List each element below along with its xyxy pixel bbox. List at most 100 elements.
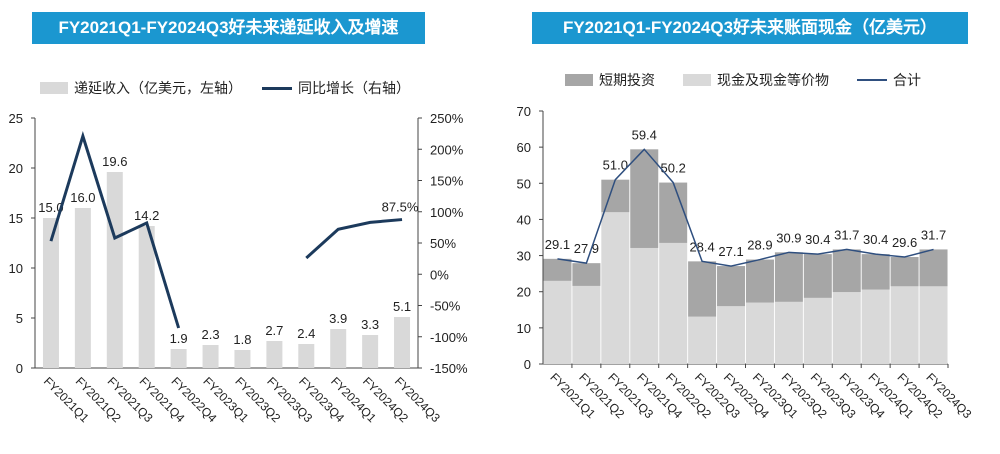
growth-data-label: 87.5% — [382, 200, 419, 215]
bar-short-term-investment — [630, 149, 659, 248]
bar-data-label: 3.3 — [361, 317, 379, 332]
bar-data-label: 1.9 — [170, 331, 188, 346]
bar-cash — [659, 242, 688, 364]
bar-deferred-revenue — [362, 335, 379, 368]
y-tick-label: 20 — [517, 285, 531, 300]
bar-cash — [832, 292, 861, 364]
bar-deferred-revenue — [138, 226, 155, 368]
y2-tick-label: -50% — [430, 299, 461, 314]
y-tick-label: 10 — [517, 321, 531, 336]
total-data-label: 30.9 — [776, 230, 801, 245]
line-yoy-growth — [49, 131, 181, 329]
legend-swatch-cash — [683, 74, 711, 86]
y-tick-label: 60 — [517, 140, 531, 155]
y-tick-label: 50 — [517, 176, 531, 191]
total-data-label: 28.4 — [689, 239, 714, 254]
bar-cash — [543, 280, 572, 364]
total-data-label: 29.6 — [892, 235, 917, 250]
bar-cash — [803, 297, 832, 364]
legend-swatch-deferred-revenue — [40, 82, 68, 94]
bar-cash — [861, 289, 890, 364]
total-data-label: 59.4 — [632, 127, 657, 142]
y2-tick-label: 50% — [430, 236, 456, 251]
y2-tick-label: 0% — [430, 267, 449, 282]
legend-label-short-term-investment: 短期投资 — [599, 72, 655, 88]
bar-short-term-investment — [890, 257, 919, 287]
bar-short-term-investment — [803, 254, 832, 298]
total-data-label: 31.7 — [921, 227, 946, 242]
line-yoy-growth — [305, 218, 403, 260]
y2-tick-label: -150% — [430, 361, 468, 376]
bar-deferred-revenue — [74, 208, 91, 368]
legend-label-deferred-revenue: 递延收入（亿美元，左轴） — [74, 80, 242, 96]
y2-tick-label: 100% — [430, 205, 464, 220]
left-chart-title: FY2021Q1-FY2024Q3好未来递延收入及增速 — [32, 12, 425, 44]
y-tick-label: 15 — [9, 211, 23, 226]
y-tick-label: 0 — [16, 361, 23, 376]
bar-short-term-investment — [688, 261, 717, 317]
bar-data-label: 2.4 — [297, 326, 315, 341]
bar-data-label: 2.3 — [202, 327, 220, 342]
bar-data-label: 15.0 — [38, 200, 63, 215]
bar-short-term-investment — [861, 254, 890, 290]
bar-deferred-revenue — [234, 350, 251, 368]
total-data-label: 51.0 — [603, 158, 628, 173]
bar-short-term-investment — [543, 258, 572, 281]
bar-deferred-revenue — [266, 341, 283, 368]
total-data-label: 30.4 — [863, 232, 888, 247]
total-data-label: 29.1 — [545, 237, 570, 252]
bar-deferred-revenue — [330, 329, 347, 368]
right-legend: 短期投资 现金及现金等价物 合计 — [565, 70, 921, 90]
bar-cash — [745, 302, 774, 364]
right-chart-title: FY2021Q1-FY2024Q3好未来账面现金（亿美元） — [532, 12, 968, 44]
bar-data-label: 19.6 — [102, 154, 127, 169]
legend-label-yoy-growth: 同比增长（右轴） — [298, 80, 410, 96]
bar-deferred-revenue — [170, 349, 187, 368]
bar-data-label: 1.8 — [233, 332, 251, 347]
y2-tick-label: 250% — [430, 111, 464, 126]
y-tick-label: 40 — [517, 212, 531, 227]
y-tick-label: 10 — [9, 261, 23, 276]
total-data-label: 30.4 — [805, 232, 830, 247]
total-data-label: 31.7 — [834, 227, 859, 242]
total-data-label: 50.2 — [661, 161, 686, 176]
bar-cash — [717, 306, 746, 364]
bar-cash — [688, 316, 717, 364]
bar-short-term-investment — [919, 249, 948, 287]
total-data-label: 27.9 — [574, 241, 599, 256]
total-data-label: 27.1 — [718, 244, 743, 259]
legend-swatch-total — [857, 79, 887, 81]
bar-deferred-revenue — [106, 172, 123, 368]
bar-short-term-investment — [832, 249, 861, 293]
left-legend: 递延收入（亿美元，左轴） 同比增长（右轴） — [40, 78, 410, 98]
line-total — [557, 148, 934, 267]
bar-cash — [630, 247, 659, 364]
bar-short-term-investment — [659, 182, 688, 243]
bar-cash — [601, 212, 630, 364]
bar-short-term-investment — [572, 263, 601, 286]
total-data-label: 28.9 — [747, 238, 772, 253]
bar-short-term-investment — [717, 266, 746, 307]
y-tick-label: 30 — [517, 249, 531, 264]
legend-swatch-short-term-investment — [565, 74, 593, 86]
bar-cash — [919, 286, 948, 364]
bar-deferred-revenue — [42, 218, 59, 368]
bar-data-label: 14.2 — [134, 208, 159, 223]
bar-data-label: 5.1 — [393, 299, 411, 314]
y-tick-label: 70 — [517, 104, 531, 119]
bar-data-label: 16.0 — [70, 190, 95, 205]
bar-short-term-investment — [745, 259, 774, 303]
legend-label-total: 合计 — [893, 72, 921, 88]
bar-deferred-revenue — [394, 317, 411, 368]
bar-data-label: 2.7 — [265, 323, 283, 338]
y2-tick-label: 150% — [430, 174, 464, 189]
bar-short-term-investment — [774, 252, 803, 302]
legend-label-cash: 现金及现金等价物 — [717, 72, 829, 88]
legend-swatch-yoy-growth — [262, 86, 292, 90]
y-tick-label: 5 — [16, 311, 23, 326]
bar-cash — [890, 286, 919, 364]
y-tick-label: 20 — [9, 161, 23, 176]
bar-data-label: 3.9 — [329, 311, 347, 326]
y-tick-label: 25 — [9, 111, 23, 126]
